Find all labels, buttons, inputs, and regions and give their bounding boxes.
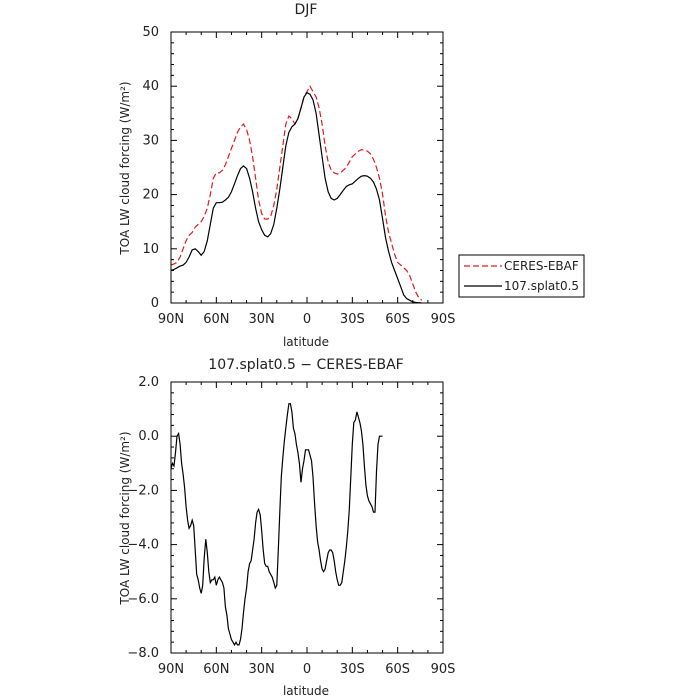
top-plot-frame [170, 31, 444, 304]
bottom-x-tick-label: 90N [158, 662, 184, 677]
bottom-chart-xlabel: latitude [283, 684, 329, 698]
top-series-line-0 [170, 84, 423, 301]
legend-label-1: 107.splat0.5 [504, 279, 579, 293]
top-y-tick-label: 30 [142, 133, 159, 148]
top-chart-title: DJF [295, 2, 318, 18]
bottom-x-tick-label: 30N [249, 662, 275, 677]
top-y-tick-label: 40 [142, 79, 159, 94]
top-x-tick-label: 30N [249, 312, 275, 327]
bottom-plot-frame [170, 381, 444, 654]
bottom-y-tick-label: −2.0 [127, 483, 159, 498]
top-y-tick-label: 0 [151, 296, 159, 311]
top-x-tick-label: 60S [385, 312, 410, 327]
bottom-x-tick-label: 0 [303, 662, 311, 677]
legend-box [458, 254, 585, 298]
bottom-y-tick-label: −4.0 [127, 538, 159, 553]
top-chart-ylabel: TOA LW cloud forcing (W/m²) [118, 81, 132, 255]
top-panel-chart: DJF latitude TOA LW cloud forcing (W/m²)… [118, 2, 455, 349]
bottom-y-tick-label: −8.0 [127, 646, 159, 661]
bottom-x-tick-label: 30S [340, 662, 365, 677]
bottom-chart-title: 107.splat0.5 − CERES-EBAF [208, 357, 403, 373]
bottom-y-tick-label: 2.0 [138, 375, 159, 390]
top-y-tick-label: 50 [142, 25, 159, 40]
top-series-line-1 [170, 91, 422, 304]
bottom-chart-ylabel: TOA LW cloud forcing (W/m²) [118, 431, 132, 605]
top-chart-xlabel: latitude [283, 335, 329, 349]
top-x-tick-label: 30S [340, 312, 365, 327]
top-x-tick-label: 0 [303, 312, 311, 327]
bottom-series-line-0 [170, 403, 383, 647]
top-y-tick-label: 20 [142, 188, 159, 203]
bottom-x-tick-label: 60N [203, 662, 229, 677]
top-x-tick-label: 60N [203, 312, 229, 327]
top-x-tick-label: 90N [158, 312, 184, 327]
bottom-y-tick-label: −6.0 [127, 592, 159, 607]
legend-label-0: CERES-EBAF [504, 259, 579, 273]
legend: CERES-EBAF 107.splat0.5 [458, 254, 585, 298]
bottom-x-tick-label: 60S [385, 662, 410, 677]
bottom-y-tick-label: 0.0 [138, 429, 159, 444]
top-y-tick-label: 10 [142, 242, 159, 257]
top-x-tick-label: 90S [431, 312, 456, 327]
bottom-x-tick-label: 90S [431, 662, 456, 677]
bottom-panel-chart: 107.splat0.5 − CERES-EBAF latitude TOA L… [118, 357, 455, 698]
